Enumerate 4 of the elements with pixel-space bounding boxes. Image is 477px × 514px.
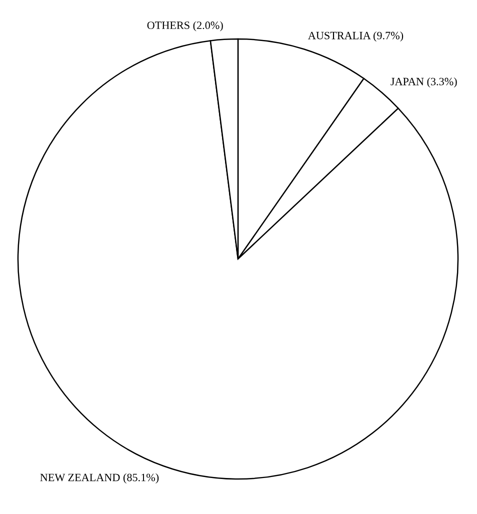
slice-label: AUSTRALIA (9.7%) [308,31,404,42]
slice-label: JAPAN (3.3%) [390,77,457,88]
slice-label: OTHERS (2.0%) [147,21,223,32]
slice-label: NEW ZEALAND (85.1%) [40,473,159,484]
